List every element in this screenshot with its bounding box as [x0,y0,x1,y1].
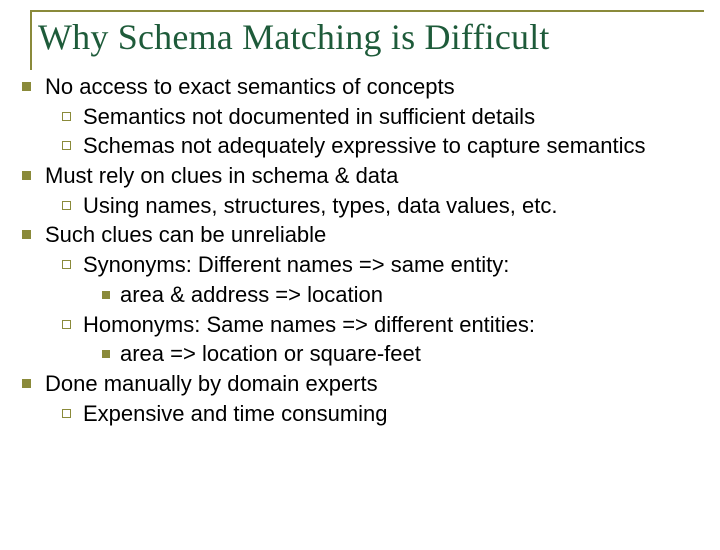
list-item: Schemas not adequately expressive to cap… [22,131,712,161]
list-item: Must rely on clues in schema & data [22,161,712,191]
item-text: Such clues can be unreliable [45,220,326,250]
hollow-square-bullet-icon [62,320,71,329]
square-bullet-icon [22,171,31,180]
list-item: Semantics not documented in sufficient d… [22,102,712,132]
square-bullet-icon [102,291,110,299]
square-bullet-icon [22,230,31,239]
item-text: Done manually by domain experts [45,369,378,399]
list-item: Homonyms: Same names => different entiti… [22,310,712,340]
list-item: Done manually by domain experts [22,369,712,399]
square-bullet-icon [22,379,31,388]
hollow-square-bullet-icon [62,201,71,210]
item-text: Using names, structures, types, data val… [83,191,557,221]
item-text: area & address => location [120,280,383,310]
item-text: No access to exact semantics of concepts [45,72,455,102]
hollow-square-bullet-icon [62,409,71,418]
list-item: Expensive and time consuming [22,399,712,429]
list-item: Synonyms: Different names => same entity… [22,250,712,280]
list-item: No access to exact semantics of concepts [22,72,712,102]
title-rule-left [30,10,32,70]
item-text: Schemas not adequately expressive to cap… [83,131,646,161]
hollow-square-bullet-icon [62,260,71,269]
list-item: Using names, structures, types, data val… [22,191,712,221]
title-block: Why Schema Matching is Difficult [30,10,704,62]
list-item: area => location or square-feet [22,339,712,369]
slide-title: Why Schema Matching is Difficult [30,10,704,62]
square-bullet-icon [102,350,110,358]
hollow-square-bullet-icon [62,112,71,121]
item-text: area => location or square-feet [120,339,421,369]
square-bullet-icon [22,82,31,91]
item-text: Homonyms: Same names => different entiti… [83,310,535,340]
slide-body: No access to exact semantics of concepts… [0,68,720,428]
item-text: Synonyms: Different names => same entity… [83,250,509,280]
item-text: Semantics not documented in sufficient d… [83,102,535,132]
item-text: Expensive and time consuming [83,399,388,429]
list-item: area & address => location [22,280,712,310]
title-rule-top [30,10,704,12]
item-text: Must rely on clues in schema & data [45,161,398,191]
list-item: Such clues can be unreliable [22,220,712,250]
hollow-square-bullet-icon [62,141,71,150]
